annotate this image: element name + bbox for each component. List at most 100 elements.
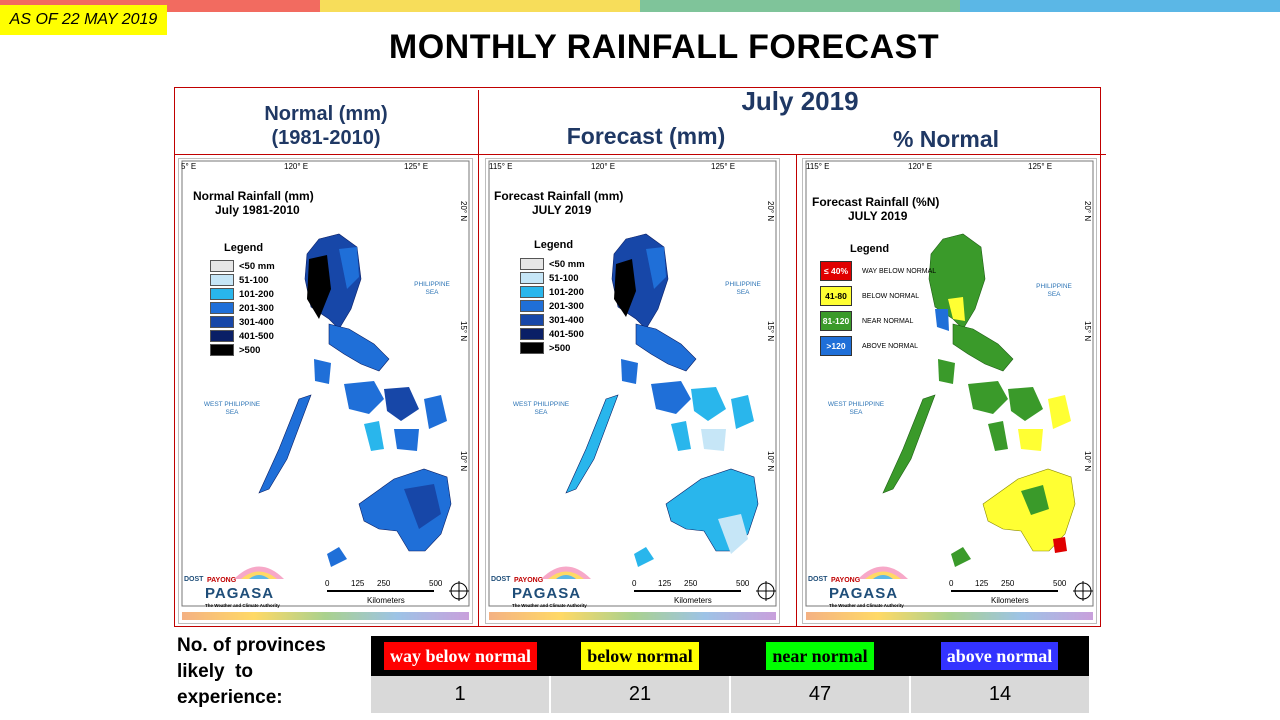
province-count-table: way below normal below normal near norma…: [371, 636, 1089, 713]
frame-bottom: [174, 626, 1101, 627]
scale-unit: Kilometers: [367, 596, 405, 605]
provinces-label-line1: No. of provinces: [177, 635, 326, 656]
lat-label-3: 10° N: [766, 451, 775, 472]
island-mindoro-palawan: [882, 359, 955, 494]
legend-label: WAY BELOW NORMAL: [862, 267, 937, 275]
frame-header-divider: [174, 154, 1106, 155]
legend-swatch: ≤ 40%: [820, 261, 852, 281]
header-normal-line1: Normal (mm): [264, 103, 388, 125]
philippines-map-normal: [181, 160, 470, 607]
map-panel-percent-normal: 115° E 120° E 125° E 20° N 15° N 10° N F…: [802, 158, 1097, 624]
legend-item: 201-300: [520, 300, 584, 312]
sea-west-line2: SEA: [849, 409, 863, 416]
logo-pagasa: PAGASA: [512, 585, 582, 602]
legend-item: 81-120 NEAR NORMAL: [820, 311, 913, 331]
legend-label: 301-400: [239, 316, 274, 328]
legend-item: 201-300: [210, 302, 274, 314]
sea-label-east: PHILIPPINE SEA: [407, 281, 457, 297]
count-near-normal: 47: [730, 676, 911, 713]
legend-label: 201-300: [239, 302, 274, 314]
lat-label-1: 20° N: [766, 201, 775, 222]
sea-east-line2: SEA: [425, 289, 439, 296]
header-normal: Normal (mm) (1981-2010): [176, 102, 476, 150]
legend-label: 401-500: [549, 328, 584, 340]
sea-east-line1: PHILIPPINE: [1036, 283, 1072, 290]
island-mindanao: [951, 468, 1076, 567]
table-header-cell: way below normal: [371, 636, 550, 676]
legend-swatch: 41-80: [820, 286, 852, 306]
legend-label: <50 mm: [549, 258, 585, 270]
legend-label: 51-100: [239, 274, 269, 286]
count-above-normal: 14: [910, 676, 1089, 713]
lon-label-3: 125° E: [711, 162, 736, 171]
table-header-row: way below normal below normal near norma…: [371, 636, 1089, 676]
scale-tick: 125: [975, 579, 989, 588]
island-mindanao: [634, 468, 759, 567]
logo-dost: DOST: [808, 576, 828, 583]
map-title-line1: Normal Rainfall (mm): [193, 189, 314, 203]
legend-item: 101-200: [210, 288, 274, 300]
frame-right: [1100, 155, 1101, 627]
provinces-label-line2: likely to: [177, 661, 254, 682]
legend-item: 51-100: [210, 274, 269, 286]
legend-label: 401-500: [239, 330, 274, 342]
top-bar-segment-blue: [960, 0, 1280, 12]
legend-title: Legend: [850, 243, 890, 255]
legend-label: NEAR NORMAL: [862, 317, 914, 325]
top-bar-segment-green: [640, 0, 960, 12]
lon-label-2: 120° E: [591, 162, 616, 171]
provinces-label-line3: experience:: [177, 687, 283, 708]
lat-label-2: 15° N: [459, 321, 468, 342]
map-title-line2: JULY 2019: [848, 209, 908, 223]
legend-item: 401-500: [210, 330, 274, 342]
logo-tagline: The Weather and Climate Authority: [512, 603, 587, 608]
sea-east-line2: SEA: [736, 289, 750, 296]
payong-umbrella-icon: [858, 566, 908, 579]
scale-tick: 250: [684, 579, 698, 588]
legend-label: 201-300: [549, 300, 584, 312]
island-visayas: [968, 381, 1071, 451]
sea-label-west: WEST PHILIPPINE SEA: [821, 401, 891, 417]
map-title: Forecast Rainfall (%N) JULY 2019: [812, 195, 939, 223]
logo-dost: DOST: [184, 576, 204, 583]
scale-tick: 500: [736, 579, 750, 588]
lon-label-3: 125° E: [1028, 162, 1053, 171]
category-above-normal: above normal: [940, 642, 1059, 670]
map-title: Forecast Rainfall (mm) JULY 2019: [494, 189, 623, 217]
legend-label: ABOVE NORMAL: [862, 342, 919, 350]
island-mindoro-palawan: [258, 359, 331, 494]
legend-title: Legend: [534, 239, 574, 251]
lon-label-1: 5° E: [181, 162, 197, 171]
scale-unit: Kilometers: [991, 596, 1029, 605]
legend-label: >500: [549, 342, 571, 354]
scale-tick: 0: [949, 579, 954, 588]
lat-label-3: 10° N: [1083, 451, 1092, 472]
lat-label-2: 15° N: [766, 321, 775, 342]
top-bar-segment-yellow: [320, 0, 640, 12]
legend-label: 51-100: [549, 272, 579, 284]
frame-panel3-left: [796, 155, 797, 627]
scale-tick: 125: [351, 579, 365, 588]
legend-item: 401-500: [520, 328, 584, 340]
legend-item: >500: [520, 342, 570, 354]
sea-west-line1: WEST PHILIPPINE: [827, 401, 885, 408]
sea-label-east: PHILIPPINE SEA: [718, 281, 768, 297]
logo-pagasa: PAGASA: [829, 585, 899, 602]
lat-label-3: 10° N: [459, 451, 468, 472]
island-mindanao: [327, 468, 452, 567]
legend-label: 101-200: [239, 288, 274, 300]
category-below-normal: below normal: [581, 642, 699, 670]
legend-item: 41-80 BELOW NORMAL: [820, 286, 919, 306]
date-badge: AS OF 22 MAY 2019: [0, 5, 167, 35]
legend-label: <50 mm: [239, 260, 275, 272]
color-strip: [489, 612, 776, 620]
lat-label-1: 20° N: [1083, 201, 1092, 222]
sea-west-line2: SEA: [534, 409, 548, 416]
legend-item: 101-200: [520, 286, 584, 298]
sea-east-line1: PHILIPPINE: [414, 281, 450, 288]
sea-label-west: WEST PHILIPPINE SEA: [506, 401, 576, 417]
map-panel-normal: 5° E 120° E 125° E 20° N 15° N 10° N Nor…: [178, 158, 473, 624]
map-title-line1: Forecast Rainfall (%N): [812, 195, 940, 209]
scale-tick: 0: [325, 579, 330, 588]
map-panel-forecast: 115° E 120° E 125° E 20° N 15° N 10° N F…: [485, 158, 780, 624]
